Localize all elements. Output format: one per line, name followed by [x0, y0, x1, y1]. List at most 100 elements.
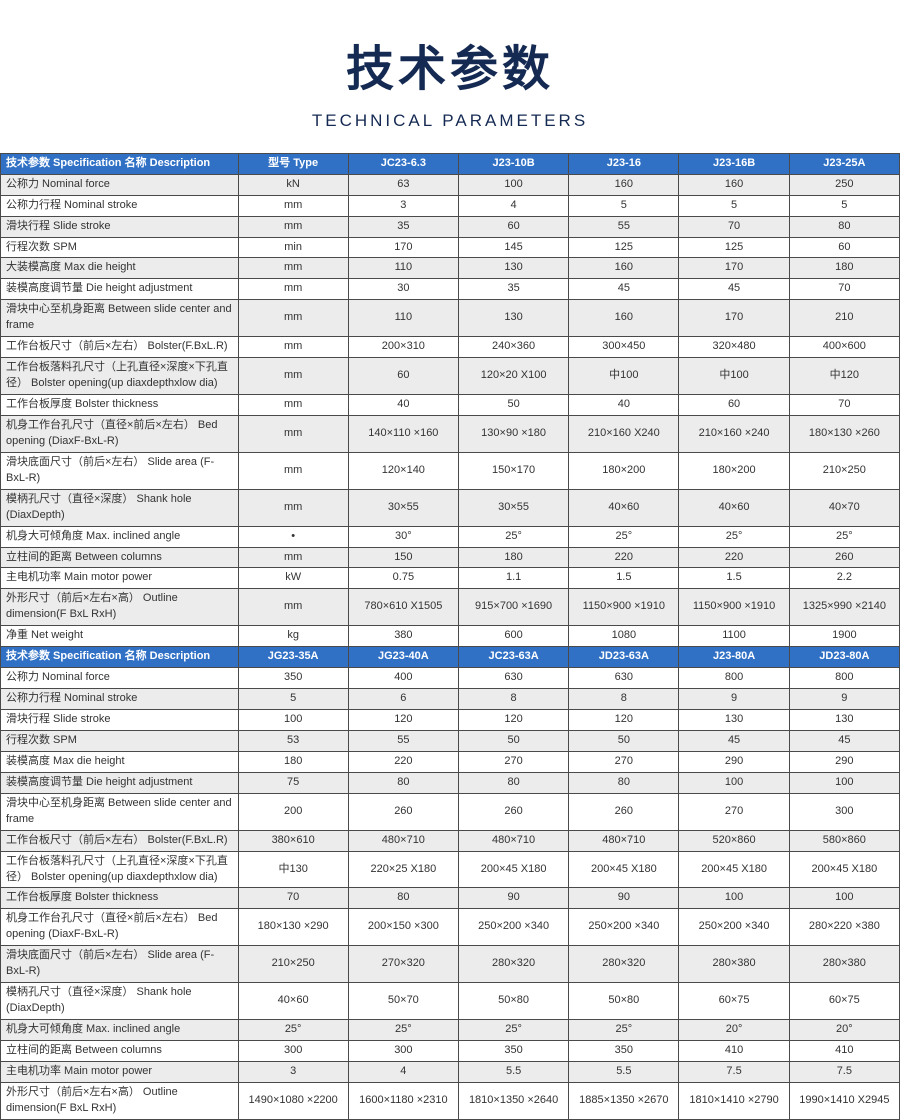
- value-cell: 45: [568, 278, 680, 301]
- value-cell: 125: [568, 236, 680, 259]
- table-row: 机身大可倾角度 Max. inclined angle 25° 25° 25° 25° 2…: [0, 1019, 900, 1041]
- value-cell: 55: [568, 215, 680, 238]
- value-cell: 200×45 X180: [457, 850, 570, 889]
- value-cell: 780×610 X1505: [347, 588, 459, 627]
- value-cell: 1810×1350 ×2640: [457, 1081, 570, 1120]
- value-cell: 70: [788, 394, 900, 416]
- section-header-row: 技术参数 Specification 名称 Description JG23-35…: [0, 646, 900, 669]
- value-cell: 50×80: [457, 982, 570, 1021]
- value-cell: 60: [678, 394, 790, 416]
- table-row: 外形尺寸（前后×左右×高） Outline dimension(F BxL Rx…: [0, 1081, 900, 1120]
- value-cell: 35: [347, 215, 459, 238]
- value-cell: 260: [788, 546, 900, 569]
- unit-cell: mm: [237, 451, 349, 490]
- value-cell: 6: [347, 688, 459, 711]
- value-cell: 180×130 ×260: [788, 414, 900, 453]
- value-cell: 180: [457, 546, 570, 569]
- value-cell: 125: [678, 236, 790, 259]
- model-column-header: J23-16: [568, 152, 680, 175]
- value-cell: 120×20 X100: [457, 357, 570, 396]
- value-cell: 410: [678, 1039, 790, 1062]
- value-cell: 1990×1410 X2945: [788, 1081, 900, 1120]
- value-cell: 60×75: [678, 982, 790, 1021]
- value-cell: 160: [678, 173, 790, 196]
- value-cell: 70: [237, 887, 349, 910]
- value-cell: 380×610: [237, 829, 349, 852]
- value-cell: 1080: [568, 625, 680, 648]
- value-cell: 300: [347, 1039, 459, 1062]
- value-cell: 400×600: [788, 336, 900, 359]
- value-cell: 350: [237, 667, 349, 690]
- table-row: 滑块行程 Slide stroke 100 120 120 120 130 130: [0, 709, 900, 731]
- table-row: 模柄孔尺寸（直径×深度） Shank hole (DiaxDepth) mm 30×…: [0, 488, 900, 527]
- model-column-header: JD23-63A: [568, 646, 680, 669]
- value-cell: 270×320: [347, 945, 459, 984]
- model-column-header: J23-16B: [678, 152, 790, 175]
- table-row: 净重 Net weight kg 380 600 1080 1100 1900: [0, 625, 900, 648]
- value-cell: 260: [347, 792, 459, 831]
- value-cell: 5.5: [568, 1060, 680, 1083]
- value-cell: 1.5: [568, 567, 680, 590]
- section-header-row: 技术参数 Specification 名称 Description 型号 Type…: [0, 152, 900, 175]
- table-row: 工作台板尺寸（前后×左右） Bolster(F.BxL.R) mm 200×310 2…: [0, 336, 900, 359]
- value-cell: 270: [678, 792, 790, 831]
- value-cell: 600: [457, 625, 570, 648]
- value-cell: 210×250: [237, 945, 349, 984]
- value-cell: 80: [457, 771, 570, 794]
- table-row: 机身工作台孔尺寸（直径×前后×左右） Bed opening (DiaxF-Bx…: [0, 414, 900, 453]
- unit-cell: mm: [237, 588, 349, 627]
- value-cell: 20°: [678, 1019, 790, 1041]
- value-cell: 480×710: [457, 829, 570, 852]
- value-cell: 25°: [457, 525, 570, 548]
- value-cell: 630: [568, 667, 680, 690]
- value-cell: 160: [568, 299, 680, 338]
- value-cell: 53: [237, 729, 349, 752]
- value-cell: 75: [237, 771, 349, 794]
- value-cell: 80: [347, 771, 459, 794]
- value-cell: 9: [678, 688, 790, 711]
- value-cell: 220: [347, 750, 459, 773]
- value-cell: 63: [347, 173, 459, 196]
- value-cell: 25°: [568, 1019, 680, 1041]
- value-cell: 100: [678, 887, 790, 910]
- value-cell: 100: [678, 771, 790, 794]
- model-column-header: J23-25A: [788, 152, 900, 175]
- unit-cell: kg: [237, 625, 349, 648]
- spec-label-cell: 工作台板落料孔尺寸（上孔直径×深度×下孔直径） Bolster opening(…: [0, 850, 239, 889]
- value-cell: 240×360: [457, 336, 570, 359]
- value-cell: 25°: [678, 525, 790, 548]
- value-cell: 280×320: [457, 945, 570, 984]
- value-cell: 1100: [678, 625, 790, 648]
- value-cell: 70: [788, 278, 900, 301]
- value-cell: 3: [347, 194, 459, 217]
- value-cell: 200: [237, 792, 349, 831]
- value-cell: 480×710: [568, 829, 680, 852]
- value-cell: 480×710: [347, 829, 459, 852]
- table-row: 工作台板尺寸（前后×左右） Bolster(F.BxL.R) 380×610 480…: [0, 829, 900, 852]
- value-cell: 630: [457, 667, 570, 690]
- table-row: 机身大可倾角度 Max. inclined angle • 30° 25° 25° 25°…: [0, 525, 900, 548]
- value-cell: 130: [678, 709, 790, 731]
- value-cell: 55: [347, 729, 459, 752]
- value-cell: 250×200 ×340: [678, 908, 790, 947]
- value-cell: 9: [788, 688, 900, 711]
- unit-cell: mm: [237, 414, 349, 453]
- table-row: 公称力行程 Nominal stroke mm 3 4 5 5 5: [0, 194, 900, 217]
- spec-table: 技术参数 Specification 名称 Description 型号 Type…: [0, 152, 900, 1120]
- table-row: 公称力行程 Nominal stroke 5 6 8 8 9 9: [0, 688, 900, 711]
- value-cell: 210×160 X240: [568, 414, 680, 453]
- value-cell: 300: [237, 1039, 349, 1062]
- spec-label-cell: 装模高度调节量 Die height adjustment: [0, 278, 239, 301]
- value-cell: 380: [347, 625, 459, 648]
- spec-label-cell: 机身大可倾角度 Max. inclined angle: [0, 525, 239, 548]
- value-cell: 25°: [457, 1019, 570, 1041]
- value-cell: 1600×1180 ×2310: [347, 1081, 459, 1120]
- value-cell: 110: [347, 257, 459, 280]
- value-cell: 160: [568, 257, 680, 280]
- page-subtitle: TECHNICAL PARAMETERS: [311, 110, 589, 130]
- value-cell: 210: [788, 299, 900, 338]
- title-block: 技术参数 TECHNICAL PARAMETERS: [0, 0, 900, 131]
- value-cell: 290: [788, 750, 900, 773]
- value-cell: 30×55: [347, 488, 459, 527]
- spec-description-header: 技术参数 Specification 名称 Description: [0, 152, 239, 175]
